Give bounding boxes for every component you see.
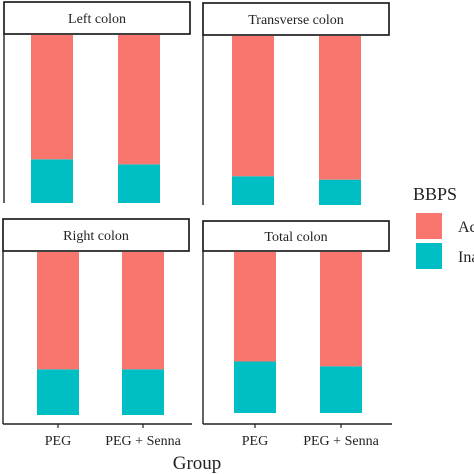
bar-segment <box>122 252 164 370</box>
bar-segment <box>122 369 164 415</box>
legend-swatch <box>416 213 442 239</box>
x-tick-label: PEG + Senna <box>105 434 181 449</box>
panel-strip <box>202 2 390 36</box>
panel-strip <box>3 1 191 35</box>
x-axis-title: Group <box>173 453 222 474</box>
bar-segment <box>37 369 79 415</box>
bar-segment <box>31 35 73 160</box>
bar-segment <box>319 179 361 205</box>
legend-swatch <box>416 243 442 269</box>
bar-segment <box>118 35 160 165</box>
panel-strip <box>202 220 390 252</box>
panel-title: Left colon <box>68 12 126 27</box>
x-tick-label: PEG <box>45 434 71 449</box>
legend-label: Ac <box>458 219 474 236</box>
bar-segment <box>234 252 276 362</box>
panel-strip <box>2 218 190 252</box>
bar-segment <box>232 176 274 205</box>
panel-title: Total colon <box>264 230 327 245</box>
bar-segment <box>234 361 276 413</box>
legend-label: Ina <box>458 249 474 266</box>
x-tick-label: PEG + Senna <box>303 434 379 449</box>
bar-segment <box>320 252 362 367</box>
bar-segment <box>31 159 73 203</box>
panel-title: Right colon <box>63 229 129 244</box>
bar-segment <box>319 36 361 180</box>
legend-title: BBPS <box>413 184 457 204</box>
panel-title: Transverse colon <box>248 13 344 28</box>
bar-segment <box>320 366 362 413</box>
bar-segment <box>118 164 160 203</box>
bar-segment <box>232 36 274 177</box>
x-tick-label: PEG <box>242 434 268 449</box>
bar-segment <box>37 252 79 370</box>
